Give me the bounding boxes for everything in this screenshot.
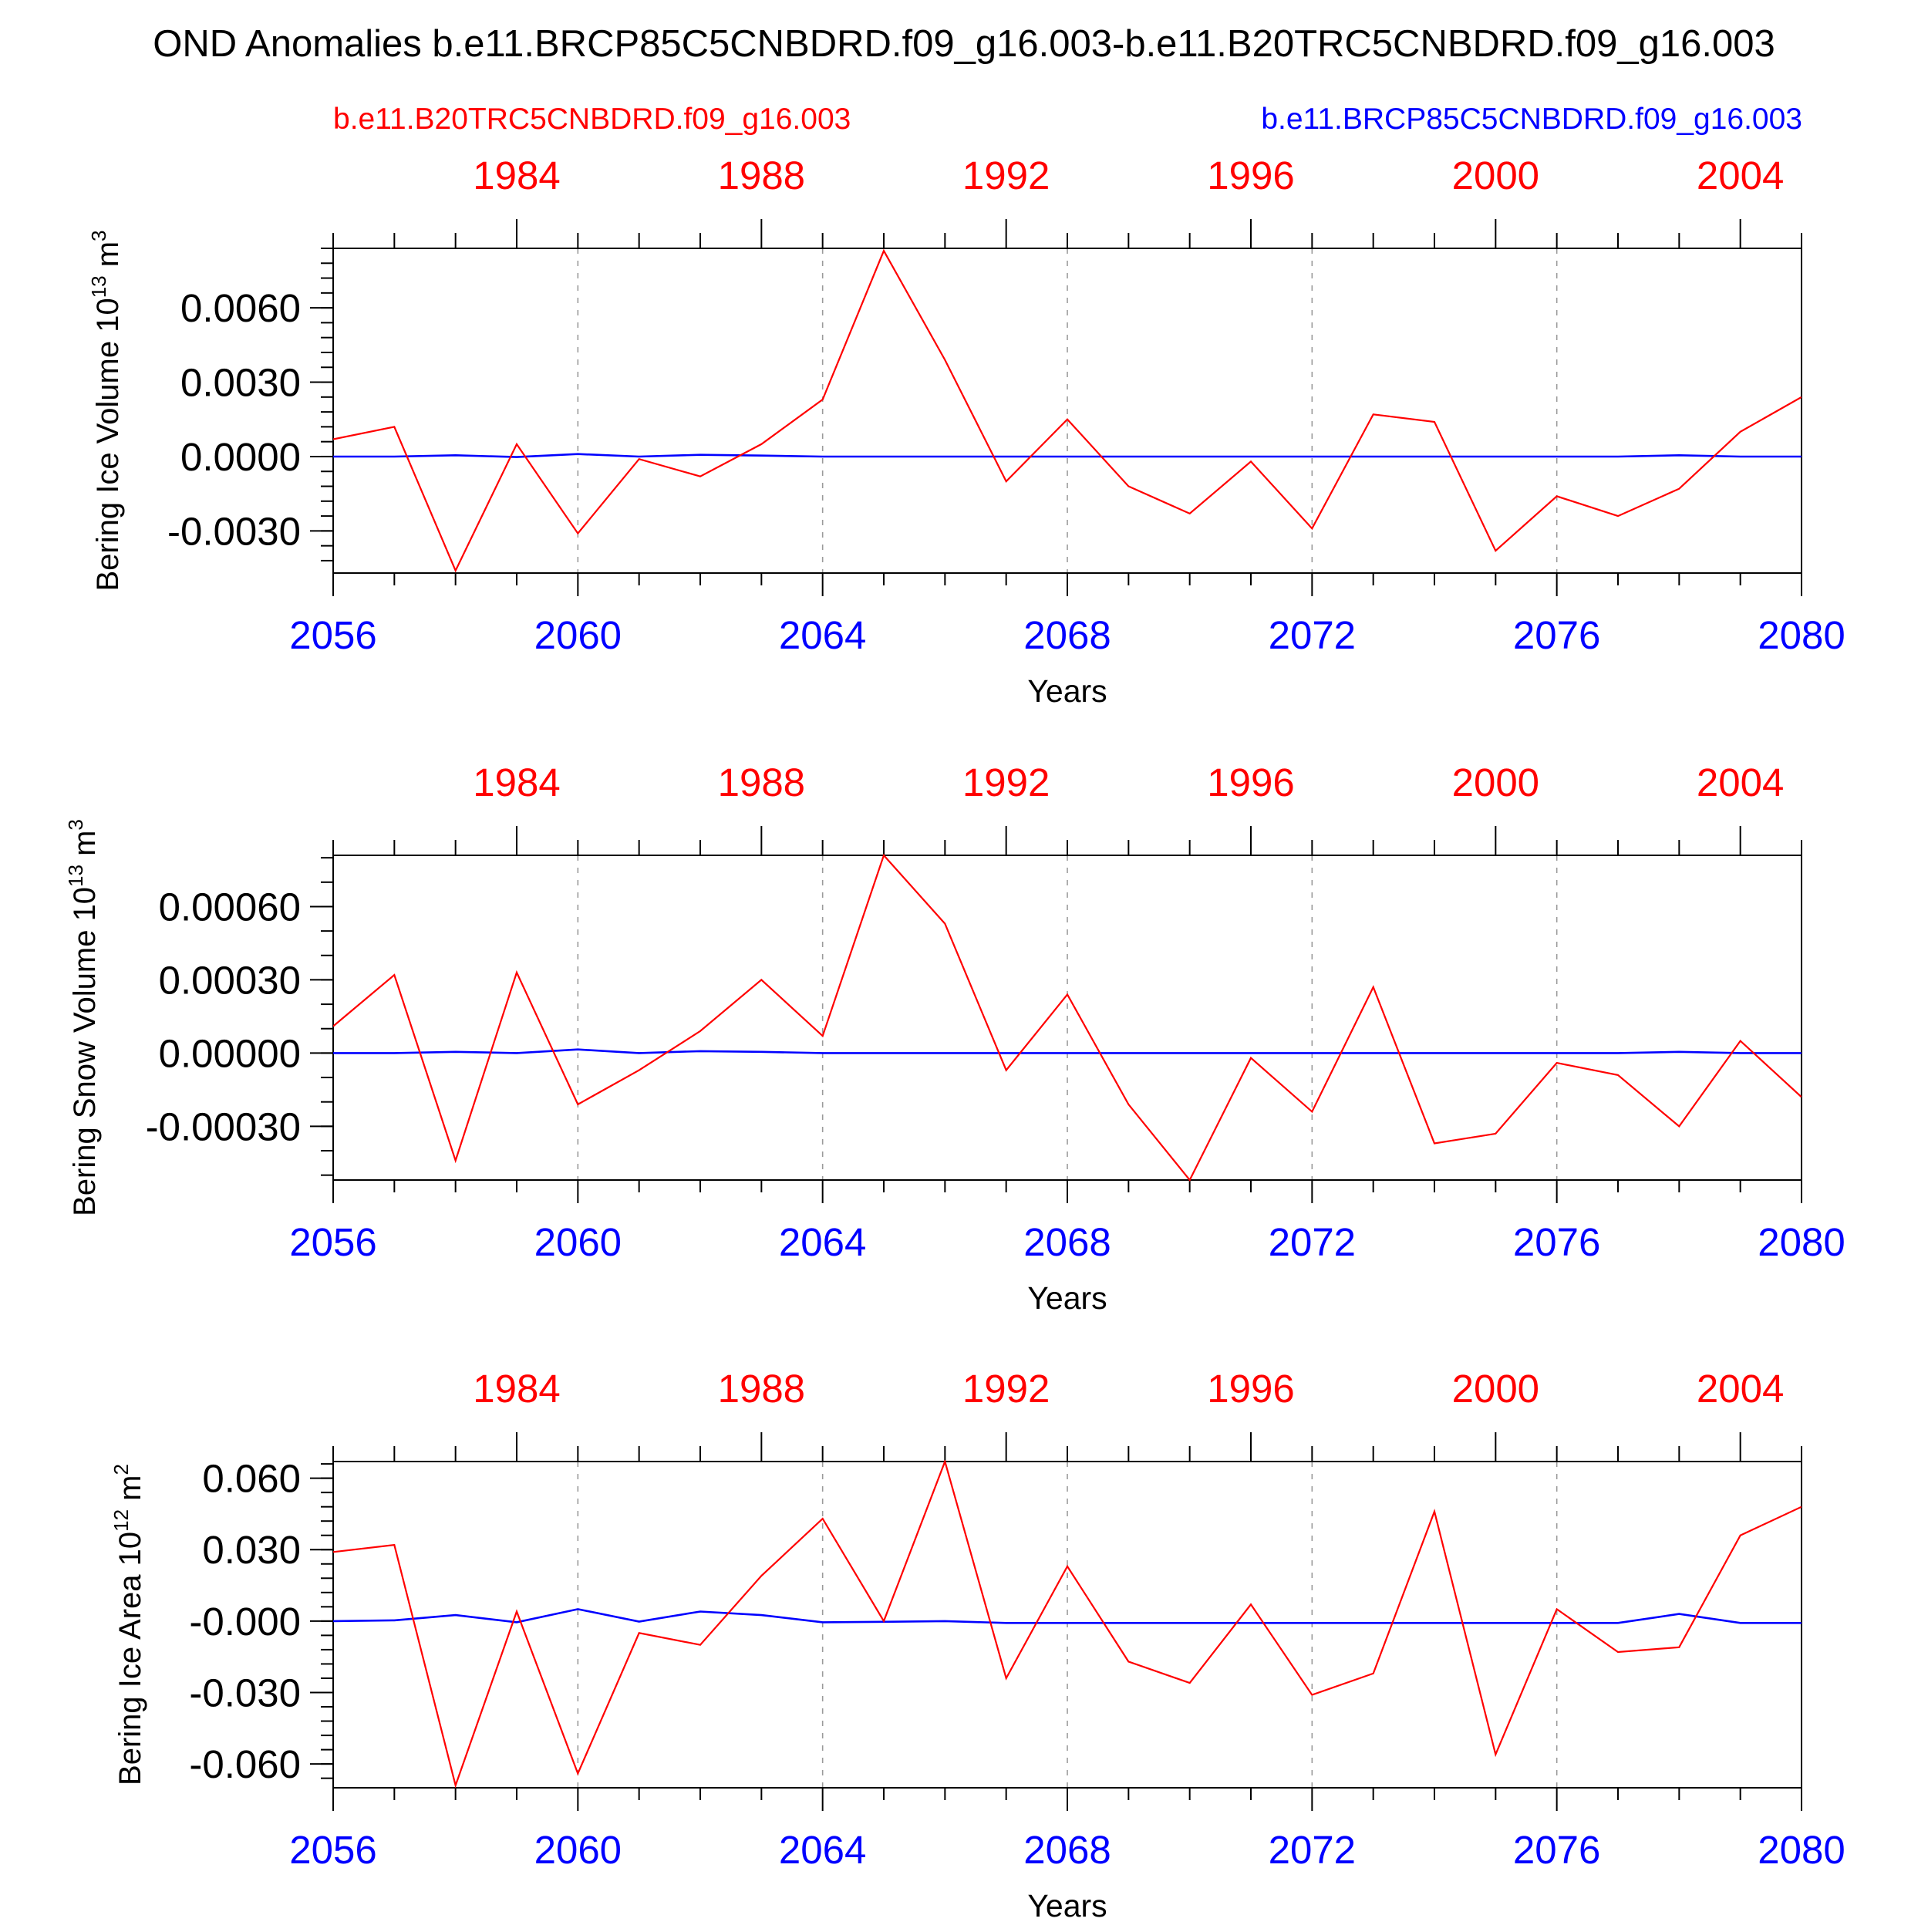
snow-volume-xtick-label-bottom: 2060	[534, 1220, 622, 1264]
snow-volume-xtick-label-top: 2004	[1697, 760, 1784, 804]
snow-volume-xtick-label-bottom: 2076	[1513, 1220, 1600, 1264]
snow-volume-ylabel: Bering Snow Volume 1013 m3	[64, 819, 102, 1216]
ice-area-xtick-label-bottom: 2072	[1269, 1828, 1356, 1872]
ice-volume-xtick-label-top: 2004	[1697, 153, 1784, 197]
ice-area-xtick-label-top: 1992	[962, 1367, 1050, 1411]
ice-volume-ytick-label: 0.0030	[180, 361, 301, 405]
ice-volume-xlabel: Years	[1027, 673, 1107, 709]
ice-area-xtick-label-top: 1996	[1207, 1367, 1294, 1411]
snow-volume-xtick-label-top: 1996	[1207, 760, 1294, 804]
snow-volume-xtick-label-top: 2000	[1452, 760, 1539, 804]
ice-volume-xtick-label-bottom: 2056	[289, 613, 376, 657]
ice-area-xtick-label-bottom: 2056	[289, 1828, 376, 1872]
ice-area-xtick-label-top: 2004	[1697, 1367, 1784, 1411]
ice-area-xtick-label-top: 1988	[718, 1367, 805, 1411]
snow-volume-series-blue	[333, 1048, 1802, 1054]
snow-volume-ytick-label: -0.00030	[146, 1104, 301, 1148]
ice-volume-xtick-label-top: 1984	[473, 153, 560, 197]
ice-area-xtick-label-top: 2000	[1452, 1367, 1539, 1411]
snow-volume-ytick-label: 0.00060	[159, 885, 301, 929]
ice-area-xtick-label-bottom: 2076	[1513, 1828, 1600, 1872]
snow-volume-series-red	[333, 854, 1802, 1182]
ice-volume-xtick-label-bottom: 2076	[1513, 613, 1600, 657]
ice-area-ylabel: Bering Ice Area 1012 m2	[110, 1464, 147, 1785]
legend-blue-label: b.e11.BRCP85C5CNBDRD.f09_g16.003	[1261, 103, 1802, 136]
ice-area-xtick-label-bottom: 2060	[534, 1828, 622, 1872]
snow-volume-xtick-label-top: 1988	[718, 760, 805, 804]
panel-ice-area: 2056 2060 2064 2068 2072 2076 2080 Years 1984 198…	[110, 1367, 1845, 1924]
snow-volume-xtick-label-bottom: 2064	[779, 1220, 866, 1264]
ice-area-ytick-label: -0.030	[189, 1671, 301, 1715]
ice-area-ytick-label: -0.060	[189, 1742, 301, 1786]
ice-volume-xtick-label-bottom: 2068	[1023, 613, 1111, 657]
ice-volume-xtick-label-bottom: 2080	[1758, 613, 1845, 657]
snow-volume-xtick-label-top: 1984	[473, 760, 560, 804]
snow-volume-xtick-label-bottom: 2056	[289, 1220, 376, 1264]
snow-volume-xtick-label-top: 1992	[962, 760, 1050, 804]
snow-volume-xlabel: Years	[1027, 1280, 1107, 1316]
snow-volume-xtick-label-bottom: 2068	[1023, 1220, 1111, 1264]
snow-volume-xtick-label-bottom: 2072	[1269, 1220, 1356, 1264]
panel-ice-volume: 2056 2060 2064 2068 2072 2076 2080 Years 1984 198…	[87, 153, 1845, 709]
ice-area-ytick-label: 0.030	[202, 1528, 301, 1572]
ice-volume-series-blue	[333, 453, 1802, 458]
snow-volume-xtick-label-bottom: 2080	[1758, 1220, 1845, 1264]
ice-area-series-red	[333, 1460, 1802, 1789]
ice-area-ytick-label: 0.060	[202, 1457, 301, 1501]
ice-volume-ylabel: Bering Ice Volume 1013 m3	[87, 230, 125, 591]
ice-volume-xtick-label-top: 1992	[962, 153, 1050, 197]
ice-area-xtick-label-bottom: 2068	[1023, 1828, 1111, 1872]
ice-volume-ytick-label: -0.0030	[167, 509, 301, 553]
ice-volume-xtick-label-top: 1996	[1207, 153, 1294, 197]
ice-area-xtick-label-bottom: 2080	[1758, 1828, 1845, 1872]
snow-volume-ytick-label: 0.00030	[159, 958, 301, 1002]
ice-volume-series-red	[333, 248, 1802, 573]
legend-red-label: b.e11.B20TRC5CNBDRD.f09_g16.003	[333, 103, 851, 136]
ice-volume-xtick-label-top: 1988	[718, 153, 805, 197]
snow-volume-ytick-label: 0.00000	[159, 1031, 301, 1075]
ice-volume-xtick-label-bottom: 2064	[779, 613, 866, 657]
ice-area-series-blue	[333, 1608, 1802, 1624]
panel-snow-volume: 2056 2060 2064 2068 2072 2076 2080 Years 1984 198…	[64, 760, 1845, 1316]
ice-volume-xtick-label-bottom: 2072	[1269, 613, 1356, 657]
figure-title: OND Anomalies b.e11.BRCP85C5CNBDRD.f09_g…	[153, 23, 1775, 65]
ice-volume-xtick-label-top: 2000	[1452, 153, 1539, 197]
ice-volume-ytick-label: 0.0000	[180, 435, 301, 479]
ice-volume-ytick-label: 0.0060	[180, 286, 301, 330]
ice-volume-xtick-label-bottom: 2060	[534, 613, 622, 657]
ice-area-ytick-label: -0.000	[189, 1600, 301, 1644]
ice-area-xtick-label-top: 1984	[473, 1367, 560, 1411]
ice-area-xtick-label-bottom: 2064	[779, 1828, 866, 1872]
ice-area-xlabel: Years	[1027, 1888, 1107, 1924]
